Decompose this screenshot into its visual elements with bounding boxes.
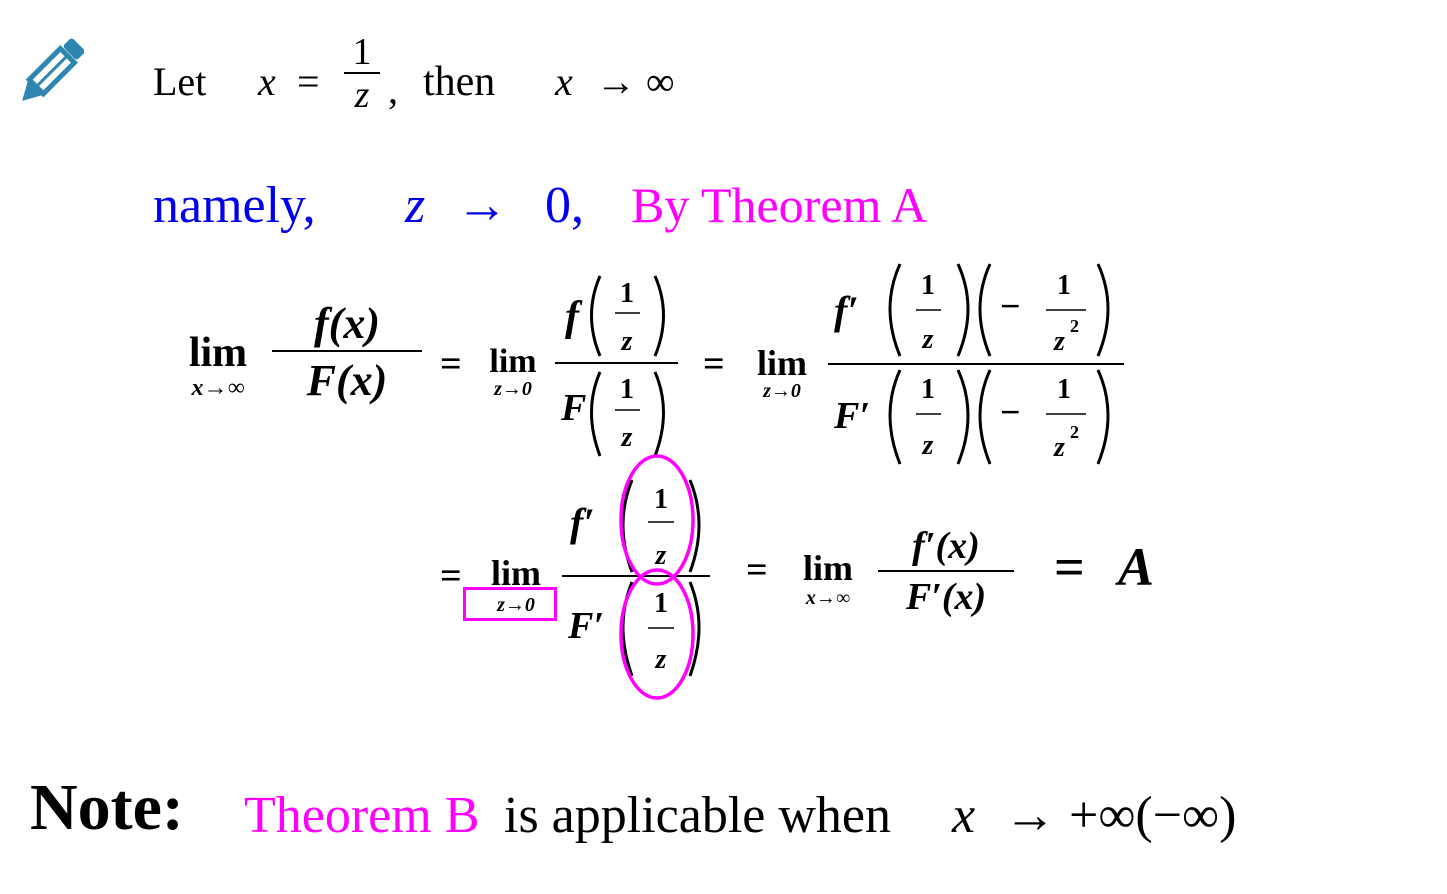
- exponent-two: 2: [1070, 422, 1079, 442]
- denominator-z: z: [922, 324, 934, 355]
- f-prime-symbol: f′: [570, 500, 595, 545]
- highlight-box: [463, 587, 557, 621]
- lim-z-zero-2: lim z→0: [745, 345, 819, 401]
- var-x: x: [952, 787, 976, 844]
- by-theorem-a: By Theorem A: [631, 177, 928, 233]
- arrow: →: [456, 177, 508, 234]
- fraction-one-over-z: 1 z: [342, 32, 382, 116]
- denominator-z: z: [655, 644, 667, 675]
- lim-subscript: z→0: [494, 378, 532, 400]
- equals-sign: =: [440, 555, 462, 597]
- applicable-text: is applicable when: [504, 787, 891, 844]
- F-prime-symbol: F′: [567, 605, 604, 647]
- result-A: A: [1118, 537, 1155, 597]
- paren-x-2: (x): [336, 356, 388, 405]
- F-symbol: F: [306, 356, 337, 405]
- theorem-b: Theorem B: [244, 787, 480, 844]
- fraction-fprime-x: f′(x) F′(x): [878, 522, 1014, 622]
- lim-subscript: x→∞: [191, 375, 245, 401]
- f-symbol: f: [565, 294, 583, 340]
- F-prime-symbol: F′: [833, 395, 870, 437]
- lim-x-infinity-2: lim x→∞: [786, 550, 870, 608]
- lim-x-infinity: lim x→∞: [172, 332, 264, 400]
- numerator: 1: [352, 31, 372, 73]
- fraction-bar: [878, 570, 1014, 572]
- exponent-two: 2: [1070, 316, 1079, 336]
- numerator-one: 1: [620, 374, 634, 405]
- namely-word: namely,: [153, 177, 316, 234]
- lim-subscript: z→0: [763, 380, 801, 402]
- numerator-one: 1: [654, 588, 668, 619]
- fraction-fprime-one-over-z: f′ 1 z F′ 1 z: [562, 454, 710, 700]
- highlight-circle-bottom: [619, 568, 695, 700]
- denominator-z: z: [621, 326, 633, 357]
- denominator: F′(x): [905, 576, 987, 618]
- let-word: Let: [153, 59, 207, 104]
- highlight-circle-top: [619, 454, 695, 586]
- denominator: z: [354, 74, 370, 116]
- minus-sign: −: [1000, 286, 1021, 326]
- numerator: f′(x): [912, 525, 980, 567]
- lim-word: lim: [491, 553, 541, 593]
- equals-sign-2: =: [703, 343, 725, 385]
- denominator-z: z: [655, 540, 667, 571]
- lim-subscript: z→0: [497, 594, 535, 616]
- fraction-bar: [272, 350, 422, 352]
- equals-sign: =: [297, 59, 320, 104]
- minus-sign: −: [1000, 392, 1021, 432]
- f-prime-symbol: f′: [834, 288, 859, 333]
- numerator-one: 1: [620, 278, 634, 309]
- lim-z-zero-3: lim z→0: [478, 555, 554, 615]
- numerator-one: 1: [921, 270, 935, 301]
- arrow-infinity: → ∞: [596, 59, 675, 104]
- pencil-icon: [22, 38, 84, 101]
- f-symbol: f: [314, 299, 329, 348]
- lim-word: lim: [489, 343, 537, 380]
- fraction-f-over-F: f(x) F(x): [272, 298, 422, 410]
- var-x: x: [258, 59, 276, 104]
- equals-sign: =: [440, 343, 462, 385]
- denominator-z: z: [922, 430, 934, 461]
- numerator-one: 1: [654, 484, 668, 515]
- fraction-f-one-over-z: f 1 z F 1 z: [555, 275, 678, 457]
- fraction-bar: [344, 72, 380, 74]
- equals-sign-2: =: [746, 549, 768, 591]
- var-z: z: [405, 177, 426, 234]
- lim-subscript: x→∞: [805, 587, 851, 609]
- then-word: then: [423, 59, 496, 105]
- lim-word: lim: [803, 548, 853, 588]
- paren-x: (x): [328, 299, 380, 348]
- denominator-z: z: [1053, 432, 1065, 463]
- comma: ,: [388, 67, 398, 112]
- fraction-chain-rule: f′ 1 z − 1 z 2 F′ 1 z − 1 z 2: [828, 263, 1124, 465]
- numerator-one: 1: [921, 374, 935, 405]
- zero: 0,: [545, 177, 584, 234]
- note-label: Note:: [30, 771, 184, 844]
- numerator-one: 1: [1057, 374, 1071, 405]
- denominator-z: z: [1053, 326, 1065, 357]
- denominator-z: z: [621, 422, 633, 453]
- limit-expression: → +∞(−∞): [1004, 787, 1237, 844]
- numerator-one: 1: [1057, 270, 1071, 301]
- result-equals: =: [1054, 537, 1085, 597]
- lim-word: lim: [188, 330, 248, 376]
- F-symbol: F: [560, 387, 586, 429]
- var-x-2: x: [555, 59, 573, 104]
- lim-z-zero: lim z→0: [478, 343, 548, 400]
- lim-word: lim: [757, 343, 807, 383]
